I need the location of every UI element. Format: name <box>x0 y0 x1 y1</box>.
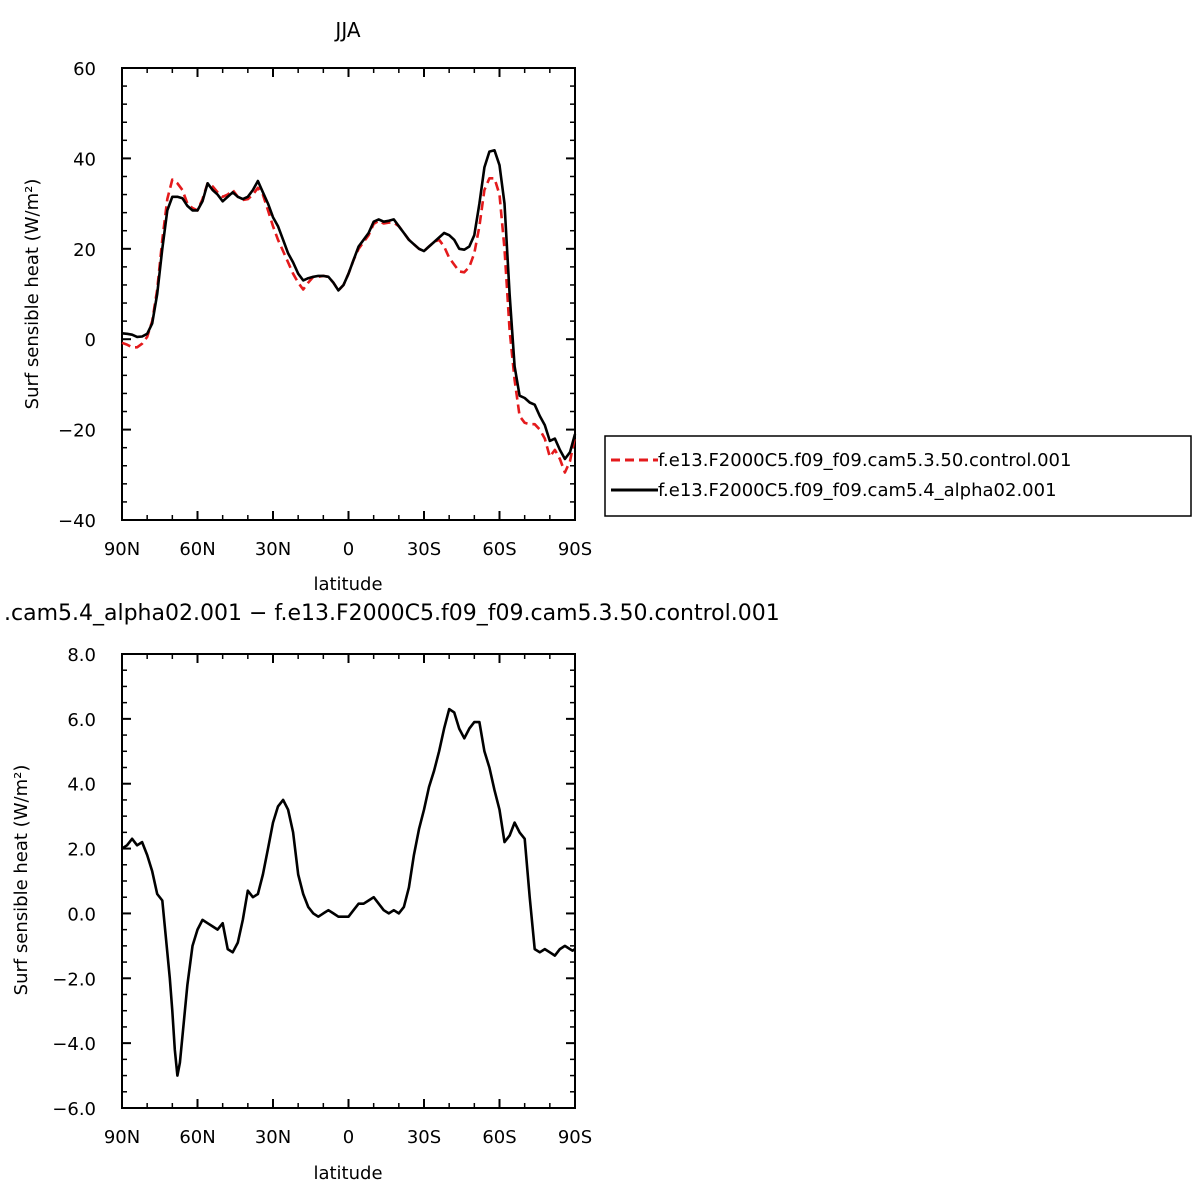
top-series-group <box>121 149 577 474</box>
legend-box <box>604 435 1192 517</box>
y-tick-label: −40 <box>58 511 96 532</box>
x-tick-label: 60S <box>482 1127 516 1148</box>
bottom-axis-ticks: 90N 60N 30N 0 30S 60S 90S −6.0 −4.0 −2.0 0.0 2.0 4.0… <box>52 645 592 1148</box>
y-tick-label: −4.0 <box>52 1034 96 1055</box>
x-tick-label: 90S <box>558 539 592 560</box>
y-tick-label: 20 <box>73 240 96 261</box>
x-tick-label: 60N <box>179 539 215 560</box>
y-tick-label: 0 <box>85 330 96 351</box>
legend-label-control: f.e13.F2000C5.f09_f09.cam5.3.50.control.… <box>658 450 1071 471</box>
y-tick-label: 4.0 <box>67 775 96 796</box>
series-line-1-0 <box>121 707 576 1077</box>
top-x-axis-label: latitude <box>313 574 382 595</box>
top-chart-panel: JJA latitude Surf sensible heat (W/m²) 9… <box>22 18 592 595</box>
x-tick-label: 30S <box>407 1127 441 1148</box>
x-tick-label: 30N <box>255 539 291 560</box>
bottom-x-axis-label: latitude <box>313 1163 382 1184</box>
series-line-0-0 <box>121 177 577 474</box>
x-tick-label: 30S <box>407 539 441 560</box>
y-tick-label: −20 <box>58 421 96 442</box>
y-tick-label: 8.0 <box>67 645 96 666</box>
y-tick-label: −6.0 <box>52 1099 96 1120</box>
y-tick-label: 2.0 <box>67 840 96 861</box>
x-tick-label: 60N <box>179 1127 215 1148</box>
x-tick-label: 90N <box>104 1127 140 1148</box>
bottom-y-axis-label: Surf sensible heat (W/m²) <box>11 765 32 996</box>
y-tick-label: 60 <box>73 59 96 80</box>
y-tick-label: −2.0 <box>52 969 96 990</box>
legend-label-alpha02: f.e13.F2000C5.f09_f09.cam5.4_alpha02.001 <box>658 480 1057 501</box>
top-axis-ticks: 90N 60N 30N 0 30S 60S 90S −40 −20 0 20 40 60 <box>58 59 592 560</box>
x-tick-label: 30N <box>255 1127 291 1148</box>
bottom-chart-title: .cam5.4_alpha02.001 − f.e13.F2000C5.f09_… <box>4 601 780 626</box>
x-tick-label: 90S <box>558 1127 592 1148</box>
x-tick-label: 60S <box>482 539 516 560</box>
y-tick-label: 40 <box>73 149 96 170</box>
top-legend: f.e13.F2000C5.f09_f09.cam5.3.50.control.… <box>604 435 1192 517</box>
y-tick-label: 0.0 <box>67 904 96 925</box>
x-tick-label: 90N <box>104 539 140 560</box>
top-y-axis-label: Surf sensible heat (W/m²) <box>22 179 43 410</box>
y-tick-label: 6.0 <box>67 710 96 731</box>
series-line-0-1 <box>121 149 577 461</box>
bottom-plot-frame <box>121 653 576 1109</box>
x-tick-label: 0 <box>343 539 354 560</box>
top-chart-title: JJA <box>333 18 360 42</box>
bottom-series-group <box>121 707 576 1077</box>
x-tick-label: 0 <box>343 1127 354 1148</box>
bottom-chart-panel: .cam5.4_alpha02.001 − f.e13.F2000C5.f09_… <box>4 601 780 1184</box>
